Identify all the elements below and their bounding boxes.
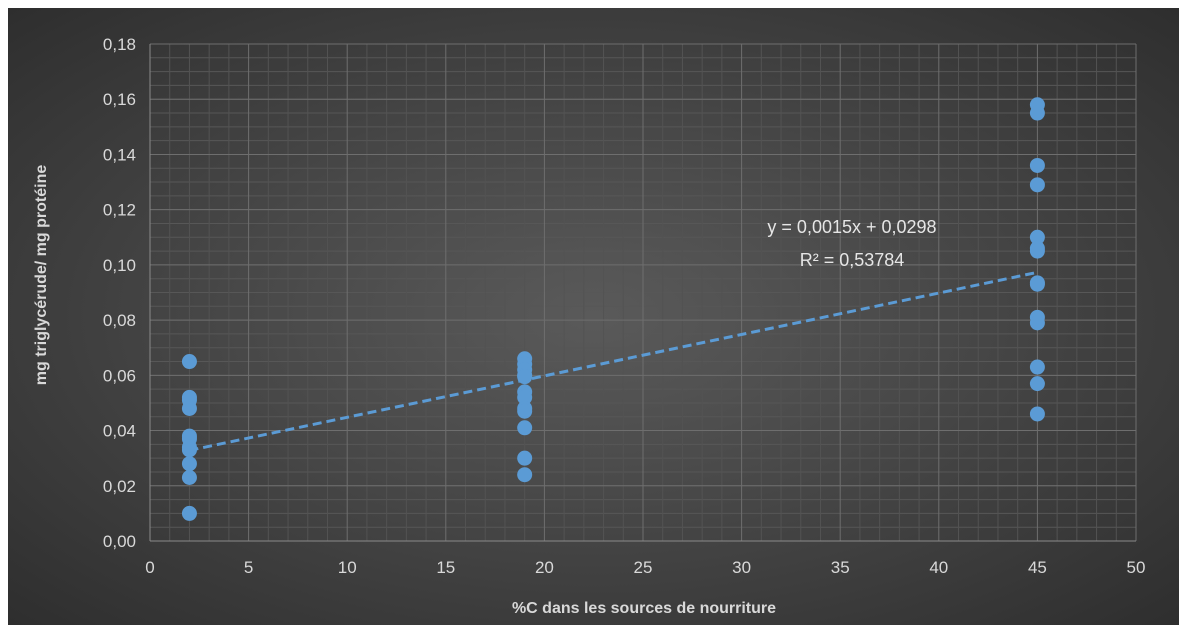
y-tick-label: 0,04: [103, 422, 136, 441]
y-tick-label: 0,10: [103, 256, 136, 275]
x-tick-label: 15: [436, 558, 455, 577]
x-tick-label: 10: [338, 558, 357, 577]
data-point: [1029, 229, 1045, 245]
x-tick-label: 25: [634, 558, 653, 577]
x-tick-label: 45: [1028, 558, 1047, 577]
y-tick-label: 0,14: [103, 145, 136, 164]
data-point: [1029, 315, 1045, 331]
x-tick-label: 50: [1127, 558, 1146, 577]
x-tick-label: 35: [831, 558, 850, 577]
data-point: [517, 403, 533, 419]
data-point: [181, 442, 197, 458]
data-point: [517, 420, 533, 436]
x-tick-label: 5: [244, 558, 253, 577]
y-tick-label: 0,08: [103, 311, 136, 330]
data-point: [1029, 376, 1045, 392]
y-tick-label: 0,16: [103, 90, 136, 109]
data-point: [517, 450, 533, 466]
y-tick-label: 0,00: [103, 532, 136, 551]
scatter-chart: 0,00 0,02 0,04 0,06 0,08 0,10 0,12 0,14 0,16 0,18…: [33, 35, 1146, 617]
data-point: [181, 469, 197, 485]
data-point: [1029, 105, 1045, 121]
trendline-r2: R² = 0,53784: [800, 250, 905, 270]
y-tick-label: 0,06: [103, 366, 136, 385]
data-point: [517, 369, 533, 385]
data-point: [181, 505, 197, 521]
data-point: [1029, 177, 1045, 193]
x-tick-label: 0: [145, 558, 154, 577]
y-tick-label: 0,02: [103, 477, 136, 496]
data-point: [1029, 243, 1045, 259]
data-point: [181, 456, 197, 472]
data-point: [181, 354, 197, 370]
data-point: [1029, 157, 1045, 173]
y-axis-title: mg triglycérude/ mg protéine: [33, 165, 50, 386]
x-tick-label: 40: [929, 558, 948, 577]
x-axis-title: %C dans les sources de nourriture: [512, 600, 776, 617]
trendline-equation: y = 0,0015x + 0,0298: [767, 217, 936, 237]
tick-labels: 0,00 0,02 0,04 0,06 0,08 0,10 0,12 0,14 0,16 0,18…: [103, 35, 1146, 577]
trendline-layer: [189, 270, 1038, 452]
data-point: [1029, 275, 1045, 291]
x-tick-label: 30: [732, 558, 751, 577]
axes: [149, 44, 1136, 542]
y-tick-label: 0,12: [103, 201, 136, 220]
grid: [150, 43, 1137, 541]
data-point: [1029, 406, 1045, 422]
data-points: [181, 97, 1045, 521]
x-tick-label: 20: [535, 558, 554, 577]
data-point: [181, 400, 197, 416]
data-point: [517, 389, 533, 405]
chart-frame: 0,00 0,02 0,04 0,06 0,08 0,10 0,12 0,14 0,16 0,18…: [8, 8, 1179, 625]
data-point: [1029, 359, 1045, 375]
data-point: [517, 467, 533, 483]
trendline: [189, 270, 1038, 452]
y-tick-label: 0,18: [103, 35, 136, 54]
